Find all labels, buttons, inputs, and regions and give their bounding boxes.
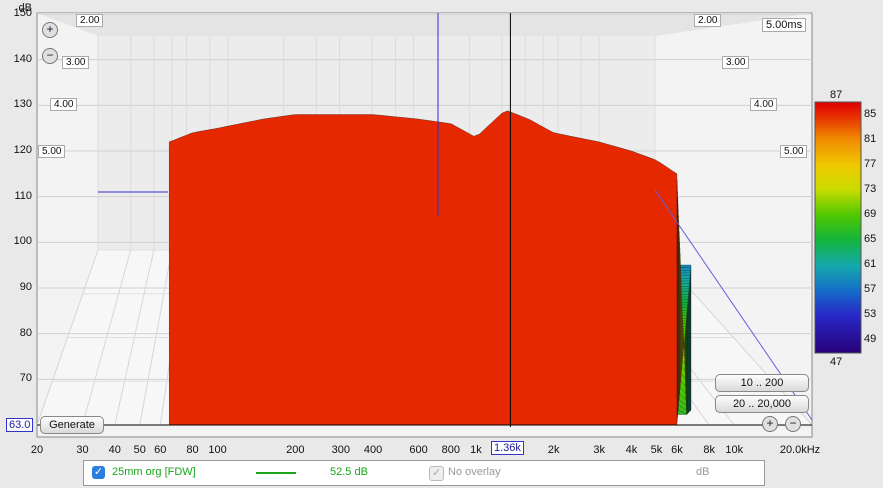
zoom-in-icon[interactable]: +	[42, 22, 58, 38]
color-scale-tick: 61	[864, 258, 877, 271]
y-axis-title: dB	[18, 2, 32, 14]
x-tick-label: 20	[30, 444, 44, 456]
generate-button[interactable]: Generate	[40, 416, 104, 434]
x-tick-label: 50	[133, 444, 146, 456]
color-scale-tick: 49	[864, 333, 877, 346]
color-scale-tick: 69	[864, 207, 877, 220]
x-tick-label: 10k	[725, 444, 744, 456]
zoom-out-icon[interactable]: −	[42, 48, 58, 64]
overlay-label: No overlay	[448, 466, 501, 478]
z-time-label-right: 5.00	[780, 145, 808, 158]
x-tick-label: 200	[286, 444, 305, 456]
range-20-20000-button[interactable]: 20 .. 20,000	[715, 395, 809, 413]
trace-value: 52.5 dB	[330, 466, 368, 478]
x-cursor-readout: 1.36k	[491, 441, 524, 455]
z-time-label-right: 2.00	[694, 14, 722, 27]
y-tick-label: 80	[19, 326, 32, 339]
waterfall-slice	[168, 110, 678, 426]
x-tick-label: 30	[76, 444, 89, 456]
y-tick-label: 70	[19, 372, 32, 385]
overlay-checkbox[interactable]: ✓	[429, 466, 444, 481]
color-scale-tick: 65	[864, 233, 877, 246]
zoom-out-icon[interactable]: −	[785, 416, 801, 432]
y-tick-label: 100	[13, 235, 32, 248]
color-scale-min: 47	[830, 356, 843, 368]
back-wall-top	[37, 13, 812, 36]
x-tick-label: 100	[208, 444, 227, 456]
x-tick-label: 800	[441, 444, 461, 456]
x-tick-label: 2k	[547, 444, 560, 456]
x-tick-label: 80	[186, 444, 199, 456]
x-tick-label: 1k	[470, 444, 482, 456]
x-tick-label: 4k	[625, 444, 638, 456]
color-scale-tick: 85	[864, 107, 877, 120]
trace-name: 25mm org [FDW]	[112, 466, 196, 478]
z-max-label: 5.00ms	[762, 18, 807, 32]
z-time-label-right: 3.00	[722, 56, 750, 69]
x-tick-label: 300	[331, 444, 350, 456]
y-cursor-readout: 63.0	[6, 418, 34, 432]
color-scale-tick: 81	[864, 132, 877, 145]
z-time-label-right: 4.00	[750, 98, 778, 111]
x-tick-label: 20.0kHz	[779, 444, 821, 456]
y-tick-label: 150	[13, 7, 32, 19]
z-time-label-left: 4.00	[50, 98, 78, 111]
z-time-label-left: 5.00	[38, 145, 66, 158]
overlay-unit: dB	[696, 466, 710, 478]
x-tick-label: 6k	[671, 444, 683, 456]
y-tick-label: 90	[19, 281, 32, 293]
color-scale-tick: 73	[864, 182, 877, 195]
x-tick-label: 5k	[650, 444, 663, 456]
y-tick-label: 120	[13, 144, 32, 156]
x-tick-label: 8k	[703, 444, 715, 456]
x-tick-label: 40	[108, 444, 121, 456]
color-scale-max: 87	[830, 89, 843, 101]
x-tick-label: 3k	[593, 444, 605, 456]
z-time-label-left: 2.00	[76, 14, 104, 27]
y-tick-label: 130	[13, 98, 32, 111]
range-10-200-button[interactable]: 10 .. 200	[715, 374, 809, 392]
color-scale-tick: 77	[864, 157, 877, 170]
trace-checkbox[interactable]: ✓	[92, 466, 105, 479]
trace-line-swatch	[256, 472, 296, 474]
color-scale-tick: 53	[864, 308, 877, 321]
x-tick-label: 600	[409, 444, 428, 456]
zoom-in-icon[interactable]: +	[762, 416, 778, 432]
x-tick-label: 400	[363, 444, 383, 456]
y-tick-label: 140	[13, 52, 32, 65]
color-scale-bar	[814, 101, 862, 354]
x-tick-label: 60	[154, 444, 167, 456]
y-tick-label: 110	[14, 189, 32, 202]
legend-bar: ✓ 25mm org [FDW] 52.5 dB ✓ No overlay dB	[83, 460, 765, 486]
z-time-label-left: 3.00	[62, 56, 90, 69]
color-scale-tick: 57	[864, 283, 877, 296]
